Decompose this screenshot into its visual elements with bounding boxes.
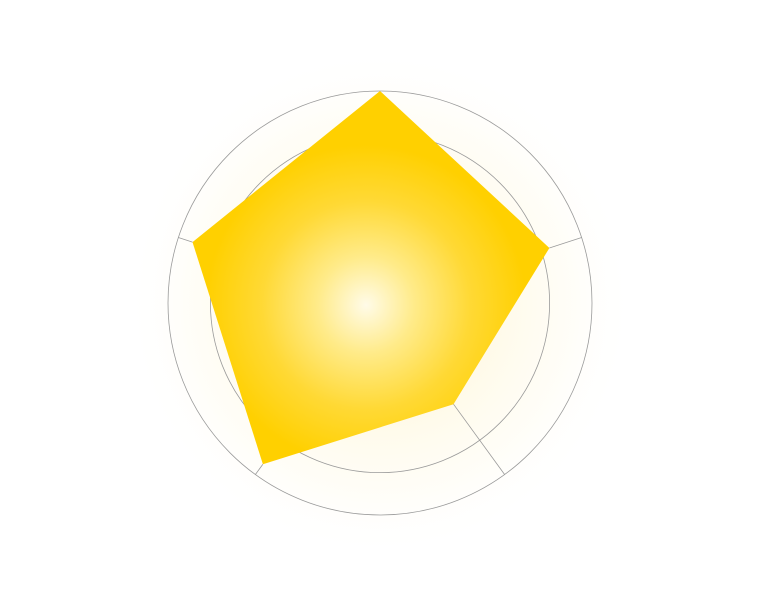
data-point-5 <box>190 240 194 244</box>
radar-series <box>190 89 551 466</box>
axis-spoke-4 <box>255 463 264 475</box>
data-point-2 <box>547 246 551 250</box>
axis-spoke-2 <box>549 237 582 249</box>
axis-spoke-3 <box>453 403 505 475</box>
axis-spoke-5 <box>178 237 193 243</box>
data-point-3 <box>452 402 456 406</box>
data-point-1 <box>378 89 382 93</box>
data-point-4 <box>261 462 265 466</box>
series-area <box>192 91 550 465</box>
